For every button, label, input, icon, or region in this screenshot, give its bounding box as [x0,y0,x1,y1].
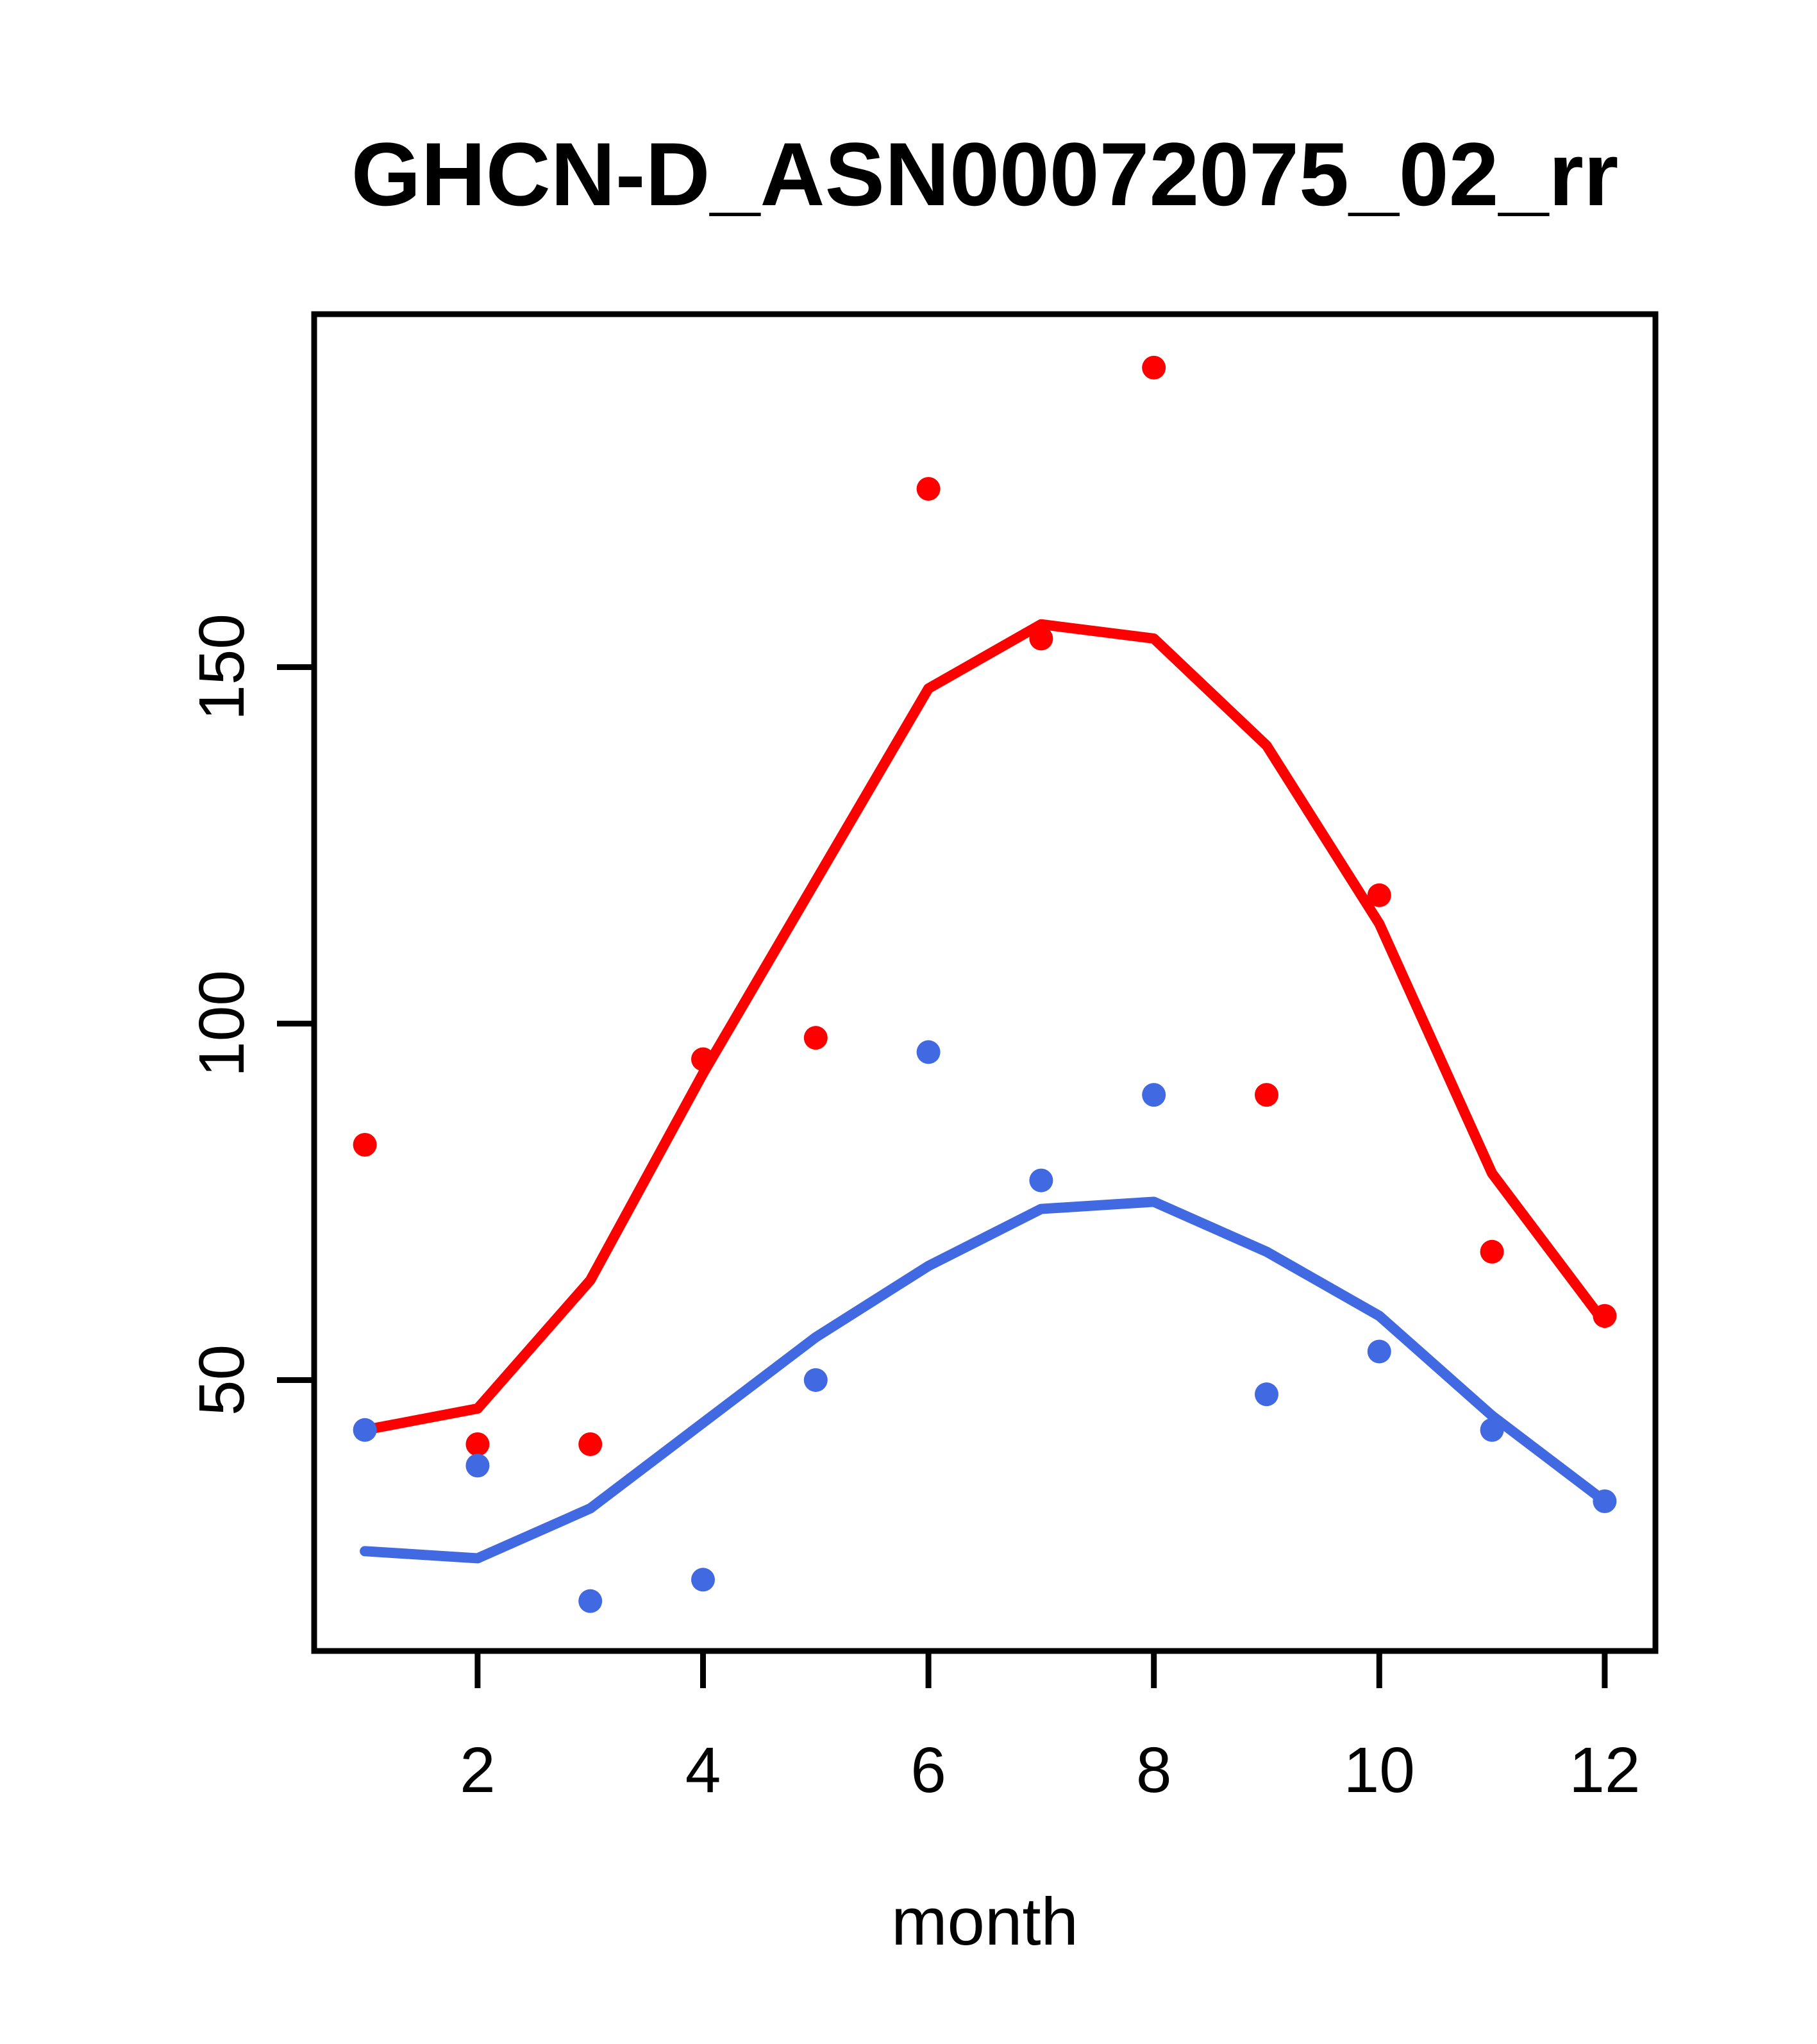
red-points-dot [691,1047,716,1071]
blue-points-dot [578,1589,603,1613]
blue-points-dot [1367,1339,1391,1364]
blue-points-dot [1254,1382,1278,1407]
blue-points-dot [465,1453,490,1478]
red-points-dot [1593,1303,1617,1328]
blue-points-dot [353,1418,377,1442]
blue-points-dot [916,1040,941,1064]
blue-line [360,1196,1610,1564]
x-tick-label: 12 [1569,1734,1640,1806]
red-points-dot [1367,883,1391,907]
x-tick-label: 6 [910,1734,946,1806]
red-points-dot [803,1026,828,1050]
series-lines [360,619,1610,1564]
y-tick-label: 150 [186,614,258,721]
blue-points-dot [1029,1168,1053,1193]
y-axis-ticks: 50 100 150 [186,614,314,1416]
red-points-dot [1254,1083,1278,1107]
x-axis-ticks: 2 4 6 8 10 12 [460,1651,1641,1806]
chart-title: GHCN-D_ASN00072075_02_rr [351,124,1619,224]
series-points [353,355,1617,1613]
y-tick-label: 100 [186,970,258,1077]
red-points-dot [353,1132,377,1157]
x-tick-label: 2 [460,1734,496,1806]
red-points-dot [465,1432,490,1457]
x-tick-label: 8 [1136,1734,1172,1806]
x-tick-label: 10 [1344,1734,1415,1806]
red-points-dot [578,1432,603,1457]
blue-points-dot [1593,1489,1617,1513]
x-axis-title: month [891,1884,1078,1959]
plot-area: 2 4 6 8 10 12 50 100 150 [186,311,1659,1806]
blue-points-dot [1142,1083,1166,1107]
x-tick-label: 4 [685,1734,721,1806]
red-points-dot [1029,626,1053,651]
red-points-dot [1142,355,1166,380]
red-line [360,619,1610,1436]
blue-points-dot [803,1368,828,1392]
red-points-dot [1480,1239,1504,1264]
blue-points-dot [1480,1418,1504,1442]
red-points-dot [916,476,941,501]
blue-points-dot [691,1568,716,1592]
plot-border [311,311,1659,1654]
y-tick-label: 50 [186,1345,258,1416]
